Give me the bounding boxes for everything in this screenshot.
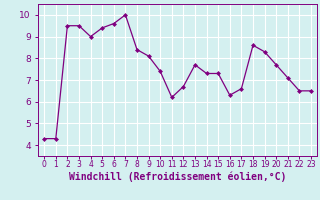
X-axis label: Windchill (Refroidissement éolien,°C): Windchill (Refroidissement éolien,°C) (69, 172, 286, 182)
